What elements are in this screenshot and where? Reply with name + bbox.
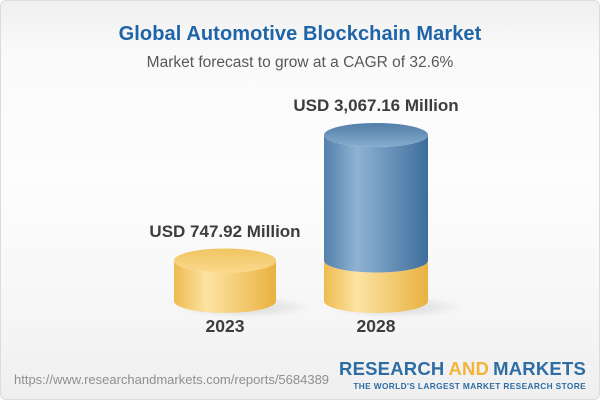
logo-word-research: RESEARCH	[339, 358, 445, 379]
cylinder-2028	[324, 123, 462, 318]
chart-title: Global Automotive Blockchain Market	[118, 23, 482, 45]
axis-label-2023: 2023	[205, 316, 245, 336]
source-url: https://www.researchandmarkets.com/repor…	[14, 372, 330, 387]
value-label-2023: USD 747.92 Million	[149, 221, 301, 241]
cylinder-2023	[174, 248, 310, 318]
chart-subtitle: Market forecast to grow at a CAGR of 32.…	[146, 54, 454, 71]
value-label-2028: USD 3,067.16 Million	[293, 96, 459, 115]
logo-tagline: THE WORLD'S LARGEST MARKET RESEARCH STOR…	[353, 380, 586, 391]
logo-wordmark: RESEARCH AND MARKETS	[339, 358, 586, 379]
research-and-markets-logo: RESEARCH AND MARKETS THE WORLD'S LARGEST M…	[339, 358, 586, 391]
axis-label-2028: 2028	[356, 316, 396, 336]
logo-word-markets: MARKETS	[493, 358, 586, 379]
logo-word-and: AND	[448, 358, 490, 379]
